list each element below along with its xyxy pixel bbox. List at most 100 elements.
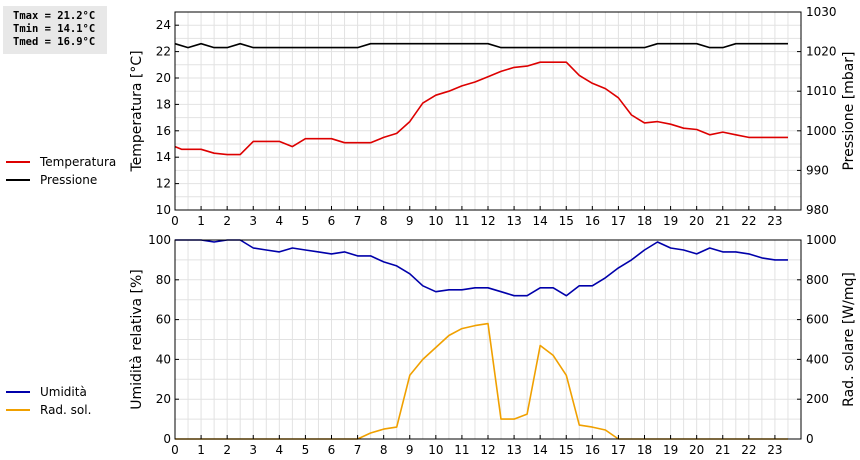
temp-press-ytick-label: 20	[156, 71, 171, 85]
temp-press-xtick-label: 18	[637, 214, 652, 228]
temp-press-xtick-label: 6	[328, 214, 336, 228]
hum-rad-ytick-label: 80	[156, 273, 171, 287]
stats-box: Tmax = 21.2°C Tmin = 14.1°C Tmed = 16.9°…	[3, 6, 107, 54]
legend-item-umidita: Umidità	[6, 383, 91, 401]
hum-rad-xtick-label: 12	[480, 443, 495, 457]
hum-rad-ylabel: Umidità relativa [%]	[129, 269, 145, 410]
temp-press-xtick-label: 22	[741, 214, 756, 228]
temp-press-y2label: Pressione [mbar]	[841, 51, 857, 170]
temp-press-xtick-label: 14	[533, 214, 548, 228]
temp-press-series-1	[174, 42, 788, 49]
legend-top: Temperatura Pressione	[6, 153, 116, 189]
temp-press-xtick-label: 11	[454, 214, 469, 228]
hum-rad-y2tick-label: 0	[806, 432, 814, 446]
hum-rad-xtick-label: 23	[767, 443, 782, 457]
hum-rad-xtick-label: 15	[559, 443, 574, 457]
hum-rad-series-1	[175, 322, 788, 440]
temp-press-xtick-label: 17	[611, 214, 626, 228]
temp-press-ytick-label: 22	[156, 45, 171, 59]
temp-press-y2tick-label: 1000	[806, 124, 837, 138]
hum-rad-xtick-label: 14	[533, 443, 548, 457]
hum-rad-xtick-label: 8	[380, 443, 388, 457]
temp-press-xtick-label: 1	[197, 214, 205, 228]
temp-press-ylabel: Temperatura [°C]	[129, 50, 145, 172]
hum-rad-xtick-label: 3	[249, 443, 257, 457]
hum-rad-xtick-label: 2	[223, 443, 231, 457]
temp-press-xtick-label: 23	[767, 214, 782, 228]
hum-rad-y2tick-label: 800	[806, 273, 829, 287]
legend-swatch-temperatura	[6, 161, 30, 163]
temp-press-y2tick-label: 1020	[806, 45, 837, 59]
hum-rad-y2tick-label: 600	[806, 313, 829, 327]
hum-rad-xtick-label: 21	[715, 443, 730, 457]
temp-press-y2tick-label: 1030	[806, 5, 837, 19]
hum-rad-xtick-label: 11	[454, 443, 469, 457]
temp-press-xtick-label: 19	[663, 214, 678, 228]
hum-rad-ytick-label: 40	[156, 352, 171, 366]
hum-rad-xtick-label: 19	[663, 443, 678, 457]
hum-rad-xtick-label: 20	[689, 443, 704, 457]
temp-press-xtick-label: 20	[689, 214, 704, 228]
hum-rad-xtick-label: 0	[171, 443, 179, 457]
legend-item-temperatura: Temperatura	[6, 153, 116, 171]
legend-label-pressione: Pressione	[40, 173, 98, 187]
temp-press-ytick-label: 12	[156, 177, 171, 191]
legend-label-radsol: Rad. sol.	[40, 403, 92, 417]
hum-rad-y2label: Rad. solare [W/mq]	[841, 272, 857, 407]
hum-rad-y2tick-label: 1000	[806, 233, 837, 247]
legend-item-pressione: Pressione	[6, 171, 116, 189]
temp-press-xtick-label: 8	[380, 214, 388, 228]
temp-press-xtick-label: 10	[428, 214, 443, 228]
hum-rad-xtick-label: 7	[354, 443, 362, 457]
hum-rad-xtick-label: 4	[276, 443, 284, 457]
temp-press-y2tick-label: 980	[806, 203, 829, 217]
hum-rad-xtick-label: 22	[741, 443, 756, 457]
hum-rad-ytick-label: 60	[156, 313, 171, 327]
temp-press-xtick-label: 21	[715, 214, 730, 228]
hum-rad-y2tick-label: 200	[806, 392, 829, 406]
hum-rad-ytick-label: 100	[148, 233, 171, 247]
hum-rad-ytick-label: 20	[156, 392, 171, 406]
hum-rad-xtick-label: 13	[506, 443, 521, 457]
temp-press-xtick-label: 13	[506, 214, 521, 228]
legend-item-radsol: Rad. sol.	[6, 401, 91, 419]
temp-press-series-0	[174, 61, 788, 156]
temp-press-xtick-label: 5	[302, 214, 310, 228]
temp-press-xtick-label: 15	[559, 214, 574, 228]
temp-press-y2tick-label: 1010	[806, 84, 837, 98]
hum-rad-xtick-label: 17	[611, 443, 626, 457]
temp-press-xtick-label: 7	[354, 214, 362, 228]
tmax-label: Tmax = 21.2°C	[13, 10, 96, 22]
hum-rad-xtick-label: 1	[197, 443, 205, 457]
legend-label-temperatura: Temperatura	[40, 155, 117, 169]
temp-press-xtick-label: 12	[480, 214, 495, 228]
hum-rad-xtick-label: 10	[428, 443, 443, 457]
temp-press-xtick-label: 2	[223, 214, 231, 228]
temp-press-ytick-label: 18	[156, 97, 171, 111]
legend-label-umidita: Umidità	[40, 385, 87, 399]
temp-press-xtick-label: 9	[406, 214, 414, 228]
legend-swatch-radsol	[6, 409, 30, 411]
temp-press-xtick-label: 16	[585, 214, 600, 228]
tmed-label: Tmed = 16.9°C	[13, 36, 96, 48]
temp-press-ytick-label: 24	[156, 18, 171, 32]
temp-press-ytick-label: 16	[156, 124, 171, 138]
temp-press-xtick-label: 3	[249, 214, 257, 228]
hum-rad-xtick-label: 6	[328, 443, 336, 457]
hum-rad-xtick-label: 18	[637, 443, 652, 457]
legend-swatch-pressione	[6, 179, 30, 181]
temp-press-y2tick-label: 990	[806, 163, 829, 177]
temp-press-xtick-label: 4	[276, 214, 284, 228]
hum-rad-ytick-label: 0	[163, 432, 171, 446]
temp-press-ytick-label: 14	[156, 150, 171, 164]
tmin-label: Tmin = 14.1°C	[13, 23, 96, 35]
hum-rad-series-0	[175, 239, 788, 297]
legend-swatch-umidita	[6, 391, 30, 393]
temp-press-xtick-label: 0	[171, 214, 179, 228]
temp-press-ytick-label: 10	[156, 203, 171, 217]
hum-rad-y2tick-label: 400	[806, 352, 829, 366]
hum-rad-xtick-label: 16	[585, 443, 600, 457]
hum-rad-xtick-label: 5	[302, 443, 310, 457]
hum-rad-xtick-label: 9	[406, 443, 414, 457]
